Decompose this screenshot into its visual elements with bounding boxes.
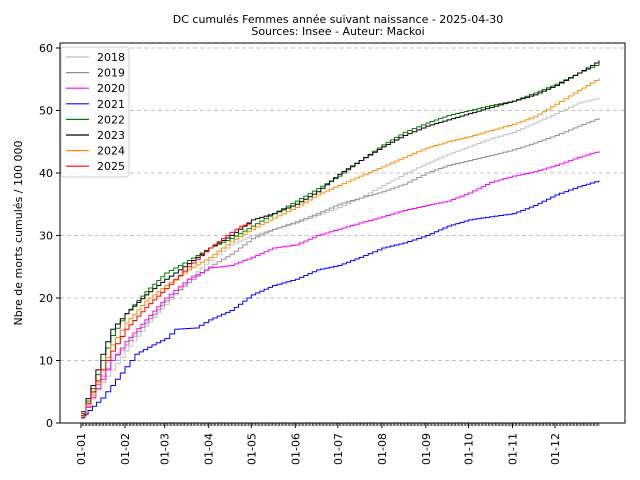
y-axis-label: Nbre de morts cumulés / 100 000 [12, 141, 25, 326]
series-line-2024 [81, 78, 600, 418]
x-tick-label: 01-10 [462, 433, 475, 465]
series-line-2021 [81, 180, 600, 419]
y-tick-label: 0 [46, 417, 53, 430]
y-tick-label: 10 [39, 355, 53, 368]
series-line-2023 [81, 60, 600, 413]
x-tick-label: 01-06 [289, 433, 302, 465]
x-tick-label: 01-07 [332, 433, 345, 465]
legend-label-2020: 2020 [97, 82, 125, 95]
legend: 2018 2019 2020 2021 2022 2023 2024 2025 [60, 46, 130, 178]
legend-label-2021: 2021 [97, 98, 125, 111]
x-tick-label: 01-01 [75, 433, 88, 465]
x-tick-label: 01-11 [506, 433, 519, 465]
x-tick-label: 01-03 [159, 433, 172, 465]
legend-label-2022: 2022 [97, 113, 125, 126]
x-tick-label: 01-02 [119, 433, 132, 465]
series-line-2025 [81, 223, 252, 416]
plot-frame [59, 42, 626, 424]
series-line-2019 [81, 118, 600, 415]
legend-label-2023: 2023 [97, 129, 125, 142]
x-tick-label: 01-09 [420, 433, 433, 465]
legend-label-2024: 2024 [97, 145, 125, 158]
series-lines [81, 60, 600, 419]
series-line-2018 [81, 98, 600, 416]
y-tick-label: 40 [39, 167, 53, 180]
legend-label-2018: 2018 [97, 51, 125, 64]
series-line-2022 [81, 63, 600, 415]
axes: 0 10 20 30 40 50 60 01-01 01-02 01-03 01-04 01-05 01… [39, 42, 600, 465]
legend-label-2025: 2025 [97, 160, 125, 173]
x-tick-label: 01-08 [376, 433, 389, 465]
series-line-2020 [81, 151, 600, 418]
x-tick-label: 01-12 [549, 433, 562, 465]
y-tick-label: 60 [39, 42, 53, 55]
y-tick-label: 20 [39, 292, 53, 305]
legend-box [60, 46, 130, 178]
chart-title: DC cumulés Femmes année suivant naissanc… [173, 13, 503, 26]
x-tick-label: 01-04 [203, 433, 216, 465]
y-tick-label: 50 [39, 105, 53, 118]
x-tick-label: 01-05 [245, 433, 258, 465]
chart-subtitle: Sources: Insee - Auteur: Mackoi [251, 25, 424, 38]
legend-label-2019: 2019 [97, 67, 125, 80]
y-tick-label: 30 [39, 230, 53, 243]
